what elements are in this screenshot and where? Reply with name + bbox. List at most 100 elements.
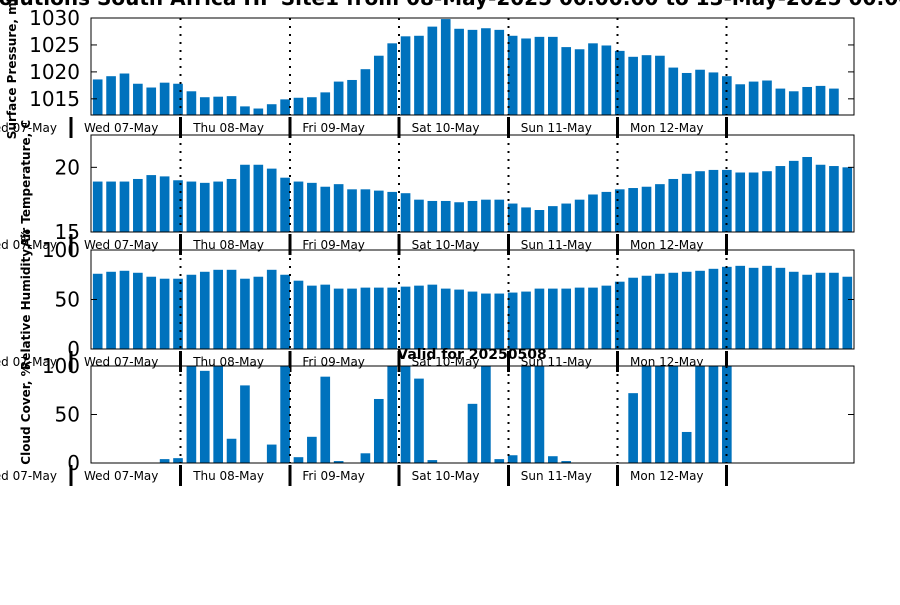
x-tick-label-clipped: Wed 07-May xyxy=(0,355,57,369)
bar xyxy=(521,207,531,232)
bar xyxy=(775,88,786,115)
bar xyxy=(748,81,759,115)
bar xyxy=(762,80,772,115)
y-tick-label: 1020 xyxy=(29,60,80,84)
bar xyxy=(829,166,839,232)
bar xyxy=(173,278,183,349)
bar xyxy=(507,35,518,115)
bar xyxy=(373,55,384,115)
figure-title: Benthic Solutions South Africa HF Site1 … xyxy=(0,0,900,10)
bar xyxy=(199,370,210,463)
bar xyxy=(293,181,304,232)
bar xyxy=(628,56,638,115)
bar xyxy=(440,19,451,115)
bar xyxy=(481,293,491,349)
y-axis-label: Air Temperature, C xyxy=(19,120,33,248)
bar xyxy=(373,398,384,463)
bar xyxy=(735,265,746,349)
bar xyxy=(668,178,679,232)
bar xyxy=(574,287,585,349)
y-tick-label: 50 xyxy=(55,288,80,312)
bar xyxy=(253,164,264,232)
bar xyxy=(708,268,719,349)
x-tick-label: Mon 12-May xyxy=(630,469,704,483)
bar xyxy=(199,182,210,232)
bar xyxy=(280,177,290,232)
x-tick-label: Thu 08-May xyxy=(192,355,264,369)
bar xyxy=(427,284,438,349)
bar xyxy=(373,287,384,349)
bar xyxy=(213,366,223,463)
bar xyxy=(507,292,518,349)
bar xyxy=(293,457,304,463)
bar xyxy=(681,173,692,232)
bar xyxy=(655,55,665,115)
bar xyxy=(387,43,398,115)
bar xyxy=(106,181,116,232)
bar xyxy=(199,97,210,115)
bar xyxy=(681,72,692,115)
bar xyxy=(641,55,652,115)
x-tick-label: Wed 07-May xyxy=(84,238,158,252)
bar xyxy=(186,181,197,232)
y-axis-label: Relative Humidity, % xyxy=(19,229,33,370)
bar xyxy=(695,171,705,232)
bar xyxy=(507,455,518,463)
y-axis-label: Surface Pressure, mb xyxy=(5,0,19,139)
x-tick-label-clipped: Wed 07-May xyxy=(0,121,57,135)
bar xyxy=(360,453,371,463)
bar xyxy=(521,366,531,463)
x-tick-label: Fri 09-May xyxy=(302,355,365,369)
bar xyxy=(240,106,250,115)
bar xyxy=(133,272,143,349)
bar xyxy=(240,164,250,232)
bar xyxy=(400,36,411,115)
bar xyxy=(454,28,464,116)
bar xyxy=(440,288,451,349)
bar xyxy=(588,287,598,349)
bar xyxy=(748,267,759,349)
bar xyxy=(427,460,438,463)
x-tick-label: Mon 12-May xyxy=(630,355,704,369)
y-axis-label: Cloud Cover, % xyxy=(19,364,33,464)
bar xyxy=(266,269,277,349)
bar xyxy=(561,461,572,463)
y-tick-label: 1015 xyxy=(29,87,80,111)
bar xyxy=(146,175,157,232)
bar xyxy=(641,186,652,232)
bar xyxy=(735,172,746,232)
bar xyxy=(534,36,545,115)
bar xyxy=(333,184,344,232)
bar xyxy=(253,276,264,349)
bar xyxy=(641,275,652,349)
bar xyxy=(668,67,679,115)
bar xyxy=(614,281,625,349)
bar xyxy=(199,271,210,349)
bar xyxy=(775,267,786,349)
bar xyxy=(681,431,692,463)
bar xyxy=(173,83,183,115)
y-tick-label: 50 xyxy=(55,403,80,427)
y-tick-label: 0 xyxy=(67,451,80,475)
x-tick-label: Fri 09-May xyxy=(302,238,365,252)
bar xyxy=(320,186,331,232)
x-tick-label: Sun 11-May xyxy=(521,238,592,252)
bar xyxy=(173,458,183,463)
bar xyxy=(92,79,103,115)
bar xyxy=(414,378,424,463)
bar xyxy=(494,199,505,232)
bar xyxy=(561,47,572,115)
bar xyxy=(186,366,197,463)
bar xyxy=(414,35,424,115)
bar xyxy=(481,366,491,463)
bar xyxy=(119,181,130,232)
bar xyxy=(695,270,705,349)
bar xyxy=(333,461,344,463)
bar xyxy=(146,276,157,349)
bar xyxy=(628,393,638,463)
bar xyxy=(106,76,116,115)
bar xyxy=(467,200,478,232)
bar xyxy=(722,76,732,115)
bar xyxy=(240,385,250,463)
bar xyxy=(548,36,558,115)
